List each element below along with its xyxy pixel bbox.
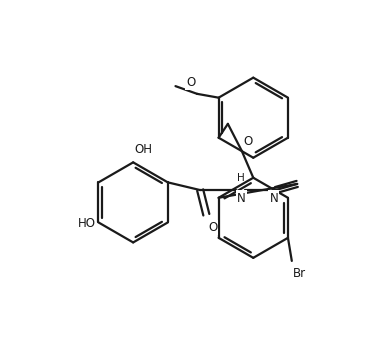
Text: N: N bbox=[269, 191, 278, 205]
Text: O: O bbox=[186, 76, 195, 89]
Text: H: H bbox=[237, 173, 245, 183]
Text: O: O bbox=[243, 135, 252, 148]
Text: O: O bbox=[208, 221, 217, 234]
Text: OH: OH bbox=[135, 143, 153, 156]
Text: N: N bbox=[237, 191, 246, 205]
Text: Br: Br bbox=[293, 267, 307, 280]
Text: HO: HO bbox=[77, 218, 95, 231]
